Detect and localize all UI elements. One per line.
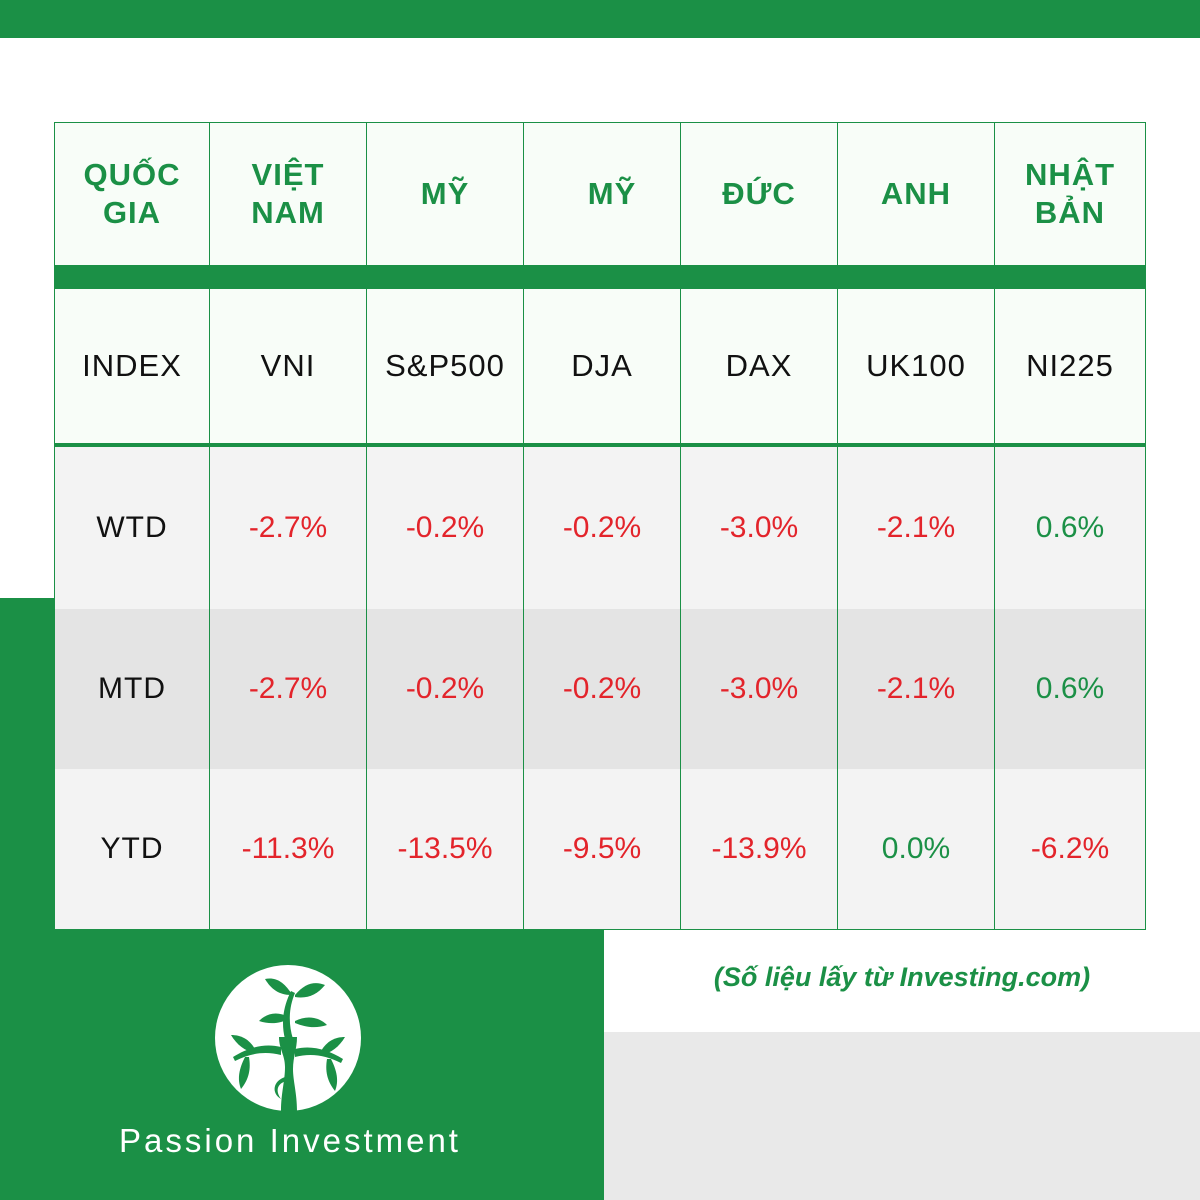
index-cell-dax: DAX [725, 348, 793, 383]
source-note: (Số liệu lấy từ Investing.com) [713, 962, 1091, 992]
index-cell-dja: DJA [571, 348, 633, 383]
row-label-mtd: MTD [98, 672, 166, 705]
value-cell: -3.0% [719, 511, 799, 544]
top-green-bar [0, 0, 1200, 38]
wtd-row-bg [55, 447, 1145, 609]
column-divider [837, 123, 838, 929]
index-row-bg [55, 289, 1145, 443]
row-label-wtd: WTD [96, 511, 168, 544]
value-cell: -9.5% [562, 832, 642, 865]
value-cell: 0.0% [881, 832, 951, 865]
value-cell: -13.9% [711, 832, 807, 865]
value-cell: -0.2% [405, 672, 485, 705]
value-cell: -2.7% [248, 672, 328, 705]
header-row-bg [55, 123, 1145, 265]
country-header-germany: ĐỨC [722, 176, 796, 211]
brand-name: Passion Investment [119, 1122, 461, 1159]
country-header-japan: NHẬT BẢN [1024, 157, 1116, 230]
value-cell: -11.3% [241, 832, 335, 865]
value-cell: 0.6% [1035, 672, 1105, 705]
column-divider [523, 123, 524, 929]
column-divider [366, 123, 367, 929]
column-divider [994, 123, 995, 929]
country-header-vietnam: VIỆT NAM [251, 157, 325, 230]
index-cell-uk100: UK100 [866, 348, 966, 383]
index-cell-ni225: NI225 [1026, 348, 1114, 383]
country-header-uk: ANH [880, 176, 952, 211]
bottom-gray-panel [604, 1032, 1200, 1200]
value-cell: -13.5% [397, 832, 493, 865]
value-cell: -2.1% [876, 511, 956, 544]
row-label-ytd: YTD [100, 832, 164, 865]
header-divider-strip [55, 265, 1145, 289]
market-performance-table: QUỐC GIA VIỆT NAM MỸ MỸ ĐỨC ANH NHẬT BẢN… [54, 122, 1146, 930]
value-cell: -3.0% [719, 672, 799, 705]
value-cell: -2.1% [876, 672, 956, 705]
mtd-row-bg [55, 609, 1145, 769]
index-cell-sp500: S&P500 [385, 348, 505, 383]
ytd-row-bg [55, 769, 1145, 929]
value-cell: -0.2% [405, 511, 485, 544]
value-cell: -6.2% [1030, 832, 1110, 865]
column-divider [209, 123, 210, 929]
column-divider [680, 123, 681, 929]
value-cell: 0.6% [1035, 511, 1105, 544]
country-header-us-2: MỸ [587, 176, 637, 211]
value-cell: -0.2% [562, 511, 642, 544]
country-header-us-1: MỸ [420, 176, 470, 211]
index-divider-line [55, 443, 1145, 447]
header-label-cell: QUỐC GIA [83, 157, 181, 230]
tree-in-circle-icon [215, 965, 361, 1111]
value-cell: -0.2% [562, 672, 642, 705]
index-cell-vni: VNI [260, 348, 316, 383]
index-label-cell: INDEX [82, 348, 182, 383]
value-cell: -2.7% [248, 511, 328, 544]
